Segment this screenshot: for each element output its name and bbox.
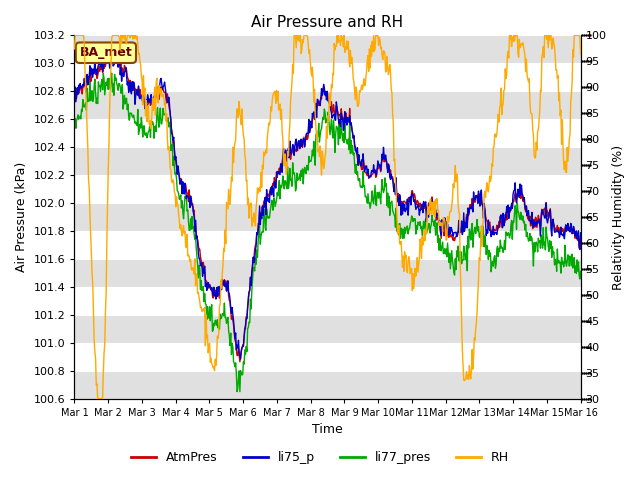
Bar	[74, 203, 580, 231]
Bar	[74, 315, 580, 343]
Bar	[74, 91, 580, 119]
Y-axis label: Relativity Humidity (%): Relativity Humidity (%)	[612, 144, 625, 289]
Bar	[74, 371, 580, 398]
Bar	[74, 287, 580, 315]
Text: BA_met: BA_met	[79, 46, 132, 59]
Bar	[74, 231, 580, 259]
Bar	[74, 343, 580, 371]
X-axis label: Time: Time	[312, 423, 343, 436]
Title: Air Pressure and RH: Air Pressure and RH	[252, 15, 404, 30]
Bar	[74, 147, 580, 175]
Y-axis label: Air Pressure (kPa): Air Pressure (kPa)	[15, 162, 28, 272]
Legend: AtmPres, li75_p, li77_pres, RH: AtmPres, li75_p, li77_pres, RH	[126, 446, 514, 469]
Bar	[74, 175, 580, 203]
Bar	[74, 119, 580, 147]
Bar	[74, 259, 580, 287]
Bar	[74, 36, 580, 63]
Bar	[74, 63, 580, 91]
